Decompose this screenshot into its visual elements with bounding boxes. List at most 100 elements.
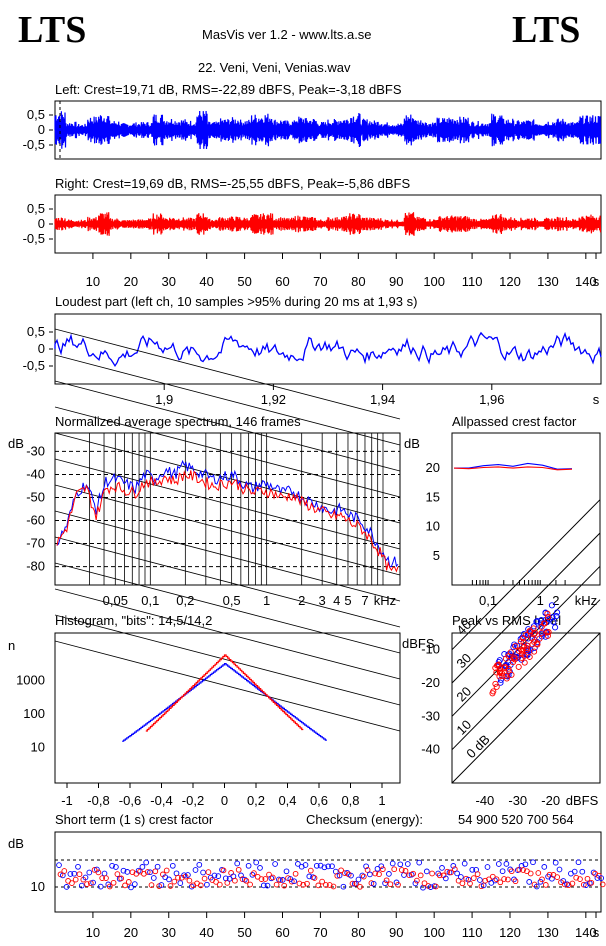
right-waveform-xtick-label: 50 (237, 274, 251, 289)
spectrum-ytick-label: -50 (26, 489, 45, 504)
shortterm-point-left (101, 870, 108, 877)
shortterm-point-left (495, 861, 502, 867)
shortterm-point-right (247, 881, 253, 888)
shortterm-point-right (482, 877, 489, 884)
shortterm-point-right (315, 882, 322, 889)
loudest-xtick-label: 1,96 (479, 392, 504, 407)
right-waveform-title: Right: Crest=19,69 dB, RMS=-25,55 dBFS, … (55, 176, 411, 191)
spectrum-slope-line (54, 640, 401, 732)
shortterm-point-right (542, 882, 549, 888)
allpass-ytick-label: 15 (426, 489, 440, 504)
shortterm-point-right (379, 866, 386, 873)
shortterm-point-right (163, 867, 170, 874)
shortterm-point-right (573, 874, 580, 881)
shortterm-point-left (226, 875, 233, 882)
shortterm-point-left (260, 882, 267, 889)
peakrms-ylabel: dBFS (402, 636, 435, 651)
spectrum-title: Normalized average spectrum, 146 frames (55, 414, 301, 429)
shortterm-point-left (340, 883, 347, 890)
spectrum-slope-line (54, 406, 401, 498)
shortterm-point-left (177, 880, 184, 886)
peakrms-ytick-label: -10 (421, 642, 440, 657)
shortterm-point-left (120, 867, 127, 874)
right-waveform-xtick-label: 100 (423, 274, 445, 289)
spectrum-ytick-label: -30 (26, 443, 45, 458)
shortterm-point-left (82, 874, 89, 881)
peakrms-diagonal-label: 40 (453, 617, 474, 638)
peakrms-point-right (544, 614, 552, 621)
shortterm-point-right (497, 879, 504, 886)
spectrum-ytick-label: -80 (26, 559, 45, 574)
spectrum-slope-line (54, 536, 401, 628)
allpass-xtick-label: 1 (537, 593, 544, 608)
shortterm-point-left (522, 861, 529, 868)
shortterm-point-left (264, 882, 271, 889)
shortterm-point-left (590, 869, 597, 876)
shortterm-point-right (433, 883, 439, 890)
spectrum-xtick-label: 0,2 (176, 593, 194, 608)
shortterm-point-left (427, 884, 434, 890)
shortterm-point-left (336, 872, 343, 879)
peakrms-point-right (544, 610, 551, 617)
shortterm-point-right (319, 878, 325, 885)
shortterm-point-left (564, 881, 570, 888)
peakrms-point-right (508, 671, 515, 678)
shortterm-point-left (469, 866, 476, 873)
shortterm-point-right (451, 866, 458, 872)
shortterm-point-left (363, 863, 369, 870)
shortterm-point-left (158, 882, 165, 888)
right-waveform-xtick-label: 30 (162, 274, 176, 289)
shortterm-point-right (258, 876, 265, 882)
histogram-xtick-label: -0,2 (182, 793, 204, 808)
shortterm-point-left (109, 862, 115, 869)
shortterm-point-left (503, 861, 510, 867)
shortterm-point-right (398, 867, 405, 873)
shortterm-xtick-label: 50 (237, 925, 251, 940)
shortterm-point-left (302, 862, 309, 868)
shortterm-point-right (106, 883, 113, 890)
peakrms-point-right (541, 620, 548, 627)
shortterm-point-left (215, 873, 222, 879)
spectrum-frame (54, 432, 401, 586)
shortterm-point-left (541, 864, 548, 870)
shortterm-point-left (253, 859, 260, 866)
shortterm-point-left (169, 862, 176, 869)
shortterm-point-right (376, 871, 382, 878)
shortterm-point-right (584, 875, 591, 882)
shortterm-point-right (505, 876, 511, 883)
spectrum-slope-line (54, 458, 401, 550)
allpass-ytick-label: 20 (426, 460, 440, 475)
histogram-series-right (145, 654, 304, 732)
spectrum-series-right (56, 470, 399, 573)
shortterm-point-left (458, 874, 464, 880)
allpass-xtick-label: 2 (552, 593, 559, 608)
shortterm-point-right (448, 869, 454, 876)
spectrum-xtick-label: 1 (263, 593, 270, 608)
shortterm-point-right (429, 870, 435, 877)
peakrms-diagonal (451, 599, 601, 751)
shortterm-point-left (321, 864, 328, 871)
right-waveform-xtick-label: 130 (537, 274, 559, 289)
peakrms-point-right (521, 652, 528, 660)
shortterm-point-left (204, 881, 210, 888)
histogram-xtick-label: 0,8 (341, 793, 359, 808)
spectrum-xtick-label: 3 (319, 593, 326, 608)
peakrms-ytick-label: -30 (421, 708, 440, 723)
shortterm-point-left (63, 884, 70, 890)
shortterm-point-right (326, 882, 333, 888)
shortterm-point-right (554, 874, 561, 880)
shortterm-xtick-label: 80 (351, 925, 365, 940)
peakrms-point-right (496, 665, 504, 672)
shortterm-point-right (167, 883, 174, 889)
left_waveform-ytick-label: 0 (38, 122, 45, 137)
shortterm-point-left (507, 866, 514, 873)
shortterm-point-left (423, 868, 430, 875)
peakrms-point-right (527, 628, 534, 635)
allpass-ytick-label: 5 (433, 548, 440, 563)
right-waveform-xtick-label: 80 (351, 274, 365, 289)
shortterm-point-left (196, 861, 203, 868)
right_waveform-trace (54, 212, 602, 236)
allpass-xtick-label: kHz (575, 593, 597, 608)
shortterm-point-right (201, 875, 208, 882)
